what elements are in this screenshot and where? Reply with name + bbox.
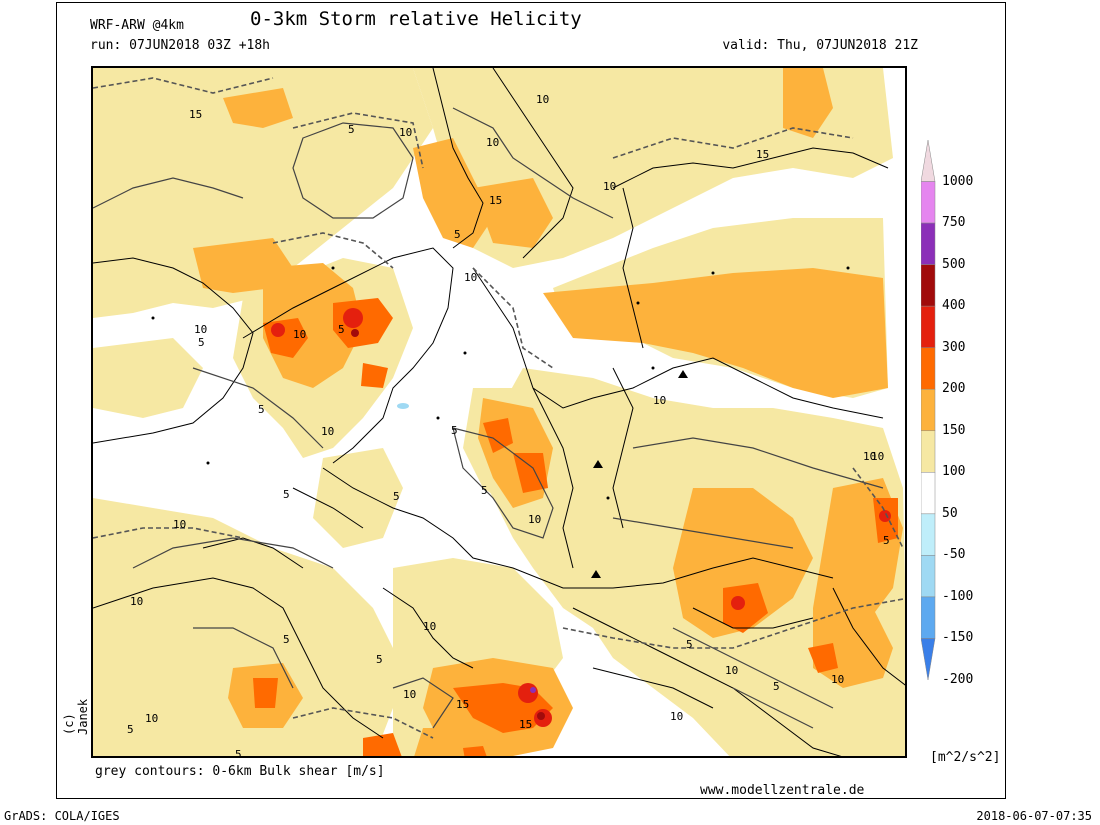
contour-label: 10 xyxy=(130,595,143,608)
contour-label: 10 xyxy=(486,136,499,149)
contour-label: 15 xyxy=(489,194,502,207)
colorbar-swatch xyxy=(920,139,936,182)
colorbar-label: 1000 xyxy=(942,173,974,189)
contour-label: 15 xyxy=(519,718,532,731)
colorbar-swatch xyxy=(920,555,936,598)
credit-label: (c) Janek Zimmer xyxy=(62,692,104,735)
field-400-500 xyxy=(530,687,536,693)
units-label: [m^2/s^2] xyxy=(930,750,1001,765)
contour-label: 10 xyxy=(670,710,683,723)
contour-label: 5 xyxy=(198,336,205,349)
field-negative xyxy=(397,403,409,409)
colorbar-swatch xyxy=(920,638,936,681)
contour-label: 10 xyxy=(403,688,416,701)
contour-label: 10 xyxy=(423,620,436,633)
contour-label: 10 xyxy=(321,425,334,438)
contour-label: 10 xyxy=(536,93,549,106)
contour-label: 5 xyxy=(235,748,242,758)
colorbar-swatch xyxy=(920,430,936,473)
colorbar-label: 100 xyxy=(942,464,966,480)
colorbar-svg xyxy=(920,139,936,681)
contour-label: 5 xyxy=(348,123,355,136)
contour-label: 5 xyxy=(686,638,693,651)
colorbar-label: -150 xyxy=(942,630,974,646)
colorbar-label: -100 xyxy=(942,588,974,604)
colorbar-label: 150 xyxy=(942,422,966,438)
valid-label: valid: Thu, 07JUN2018 21Z xyxy=(722,38,918,53)
contour-label: 10 xyxy=(173,518,186,531)
contour-note: grey contours: 0-6km Bulk shear [m/s] xyxy=(95,764,385,779)
contour-label: 5 xyxy=(127,723,134,736)
field-150-200 xyxy=(253,298,898,756)
contour-label: 5 xyxy=(258,403,265,416)
contour-labels: 15 5 10 10 15 10 15 5 10 10 10 5 10 5 10… xyxy=(127,93,890,758)
colorbar-swatch xyxy=(920,472,936,515)
helicity-map: 15 5 10 10 15 10 15 5 10 10 10 5 10 5 10… xyxy=(91,66,907,758)
colorbar-swatch xyxy=(920,181,936,224)
colorbar-swatch xyxy=(920,513,936,556)
colorbar-swatch xyxy=(920,347,936,390)
contour-label: 10 xyxy=(603,180,616,193)
colorbar-swatch xyxy=(920,305,936,348)
map-canvas: 15 5 10 10 15 10 15 5 10 10 10 5 10 5 10… xyxy=(93,68,905,758)
colorbar-label: 500 xyxy=(942,256,966,272)
contour-label: 10 xyxy=(871,450,884,463)
colorbar-label: 200 xyxy=(942,381,966,397)
contour-label: 5 xyxy=(283,633,290,646)
colorbar-swatch xyxy=(920,596,936,639)
colorbar xyxy=(920,139,936,681)
contour-label: 10 xyxy=(653,394,666,407)
contour-label: 15 xyxy=(456,698,469,711)
contour-label: 10 xyxy=(194,323,207,336)
field-300-400 xyxy=(351,329,545,720)
contour-label: 5 xyxy=(883,534,890,547)
bulk-shear-contours xyxy=(93,107,884,729)
chart-title: 0-3km Storm relative Helicity xyxy=(250,8,582,30)
contour-label: 10 xyxy=(725,664,738,677)
contour-label: 5 xyxy=(393,490,400,503)
contour-label: 5 xyxy=(454,228,461,241)
run-label: run: 07JUN2018 03Z +18h xyxy=(90,38,271,53)
colorbar-swatch xyxy=(920,264,936,307)
colorbar-label: -200 xyxy=(942,672,974,687)
city-markers xyxy=(151,266,850,578)
contour-label: 5 xyxy=(283,488,290,501)
contour-label: 10 xyxy=(528,513,541,526)
contour-label: 15 xyxy=(189,108,202,121)
contour-label: 5 xyxy=(338,323,345,336)
colorbar-label: 300 xyxy=(942,339,966,355)
contour-label: 10 xyxy=(399,126,412,139)
bulk-shear-dashed xyxy=(93,77,905,739)
contour-label: 5 xyxy=(773,680,780,693)
model-label: WRF-ARW @4km xyxy=(90,18,184,33)
colorbar-swatch xyxy=(920,222,936,265)
contour-label: 10 xyxy=(863,450,876,463)
colorbar-swatch xyxy=(920,388,936,432)
contour-label: 5 xyxy=(481,484,488,497)
colorbar-label: -50 xyxy=(942,547,966,563)
coastlines-borders xyxy=(93,68,905,756)
contour-label: 10 xyxy=(293,328,306,341)
contour-label: 15 xyxy=(756,148,769,161)
software-credit: GrADS: COLA/IGES xyxy=(4,809,120,823)
timestamp: 2018-06-07-07:35 xyxy=(976,809,1092,823)
contour-label: 10 xyxy=(145,712,158,725)
contour-label: 5 xyxy=(376,653,383,666)
contour-label: 10 xyxy=(831,673,844,686)
colorbar-label: 750 xyxy=(942,215,966,231)
contour-label: 5 xyxy=(451,424,458,437)
website-link[interactable]: www.modellzentrale.de xyxy=(700,783,865,798)
colorbar-label: 50 xyxy=(942,505,958,521)
contour-label: 10 xyxy=(464,271,477,284)
colorbar-label: 400 xyxy=(942,298,966,314)
